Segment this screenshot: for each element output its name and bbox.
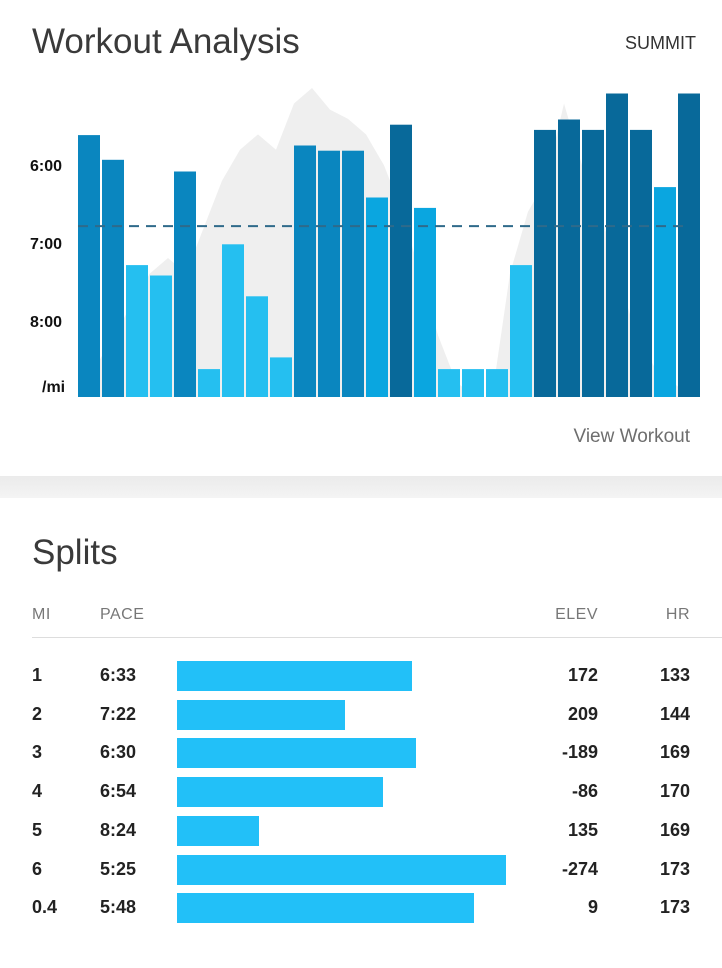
split-pace: 7:22 — [100, 703, 137, 724]
split-hr: 173 — [659, 897, 690, 918]
split-elev: 135 — [567, 819, 598, 840]
split-mile: 1 — [32, 665, 43, 685]
y-tick-label: 6:00 — [30, 158, 62, 175]
split-mile: 4 — [32, 781, 43, 802]
split-pace-bar — [177, 699, 345, 730]
split-row[interactable]: 5 8:24 135 169 — [0, 812, 722, 850]
pace-bar[interactable] — [366, 197, 388, 398]
split-hr: 133 — [659, 665, 690, 685]
summit-button[interactable]: SUMMIT — [625, 33, 696, 53]
split-row[interactable]: 3 6:30 -189 169 — [0, 734, 722, 772]
split-pace: 5:48 — [100, 897, 137, 918]
split-row[interactable]: 1 6:33 172 133 — [0, 657, 722, 695]
pace-bar[interactable] — [558, 119, 580, 398]
split-pace: 6:54 — [100, 781, 137, 802]
split-hr: 169 — [659, 819, 690, 840]
split-hr: 173 — [659, 858, 690, 879]
split-row[interactable]: 6 5:25 -274 173 — [0, 851, 722, 889]
pace-bar[interactable] — [342, 150, 364, 397]
pace-bar[interactable] — [486, 369, 508, 397]
split-elev: -274 — [561, 858, 598, 879]
split-row[interactable]: 4 6:54 -86 170 — [0, 773, 722, 811]
section-divider — [0, 476, 722, 498]
split-pace-bar — [177, 661, 413, 691]
split-elev: -189 — [561, 742, 598, 763]
split-hr: 169 — [659, 742, 690, 763]
split-mile: 5 — [32, 819, 43, 840]
pace-chart: 6:00 7:00 8:00/mi — [30, 88, 700, 398]
pace-bar[interactable] — [606, 93, 628, 398]
split-row[interactable]: 2 7:22 209 144 — [0, 696, 722, 734]
split-elev: 9 — [587, 897, 598, 918]
pace-bar[interactable] — [270, 357, 292, 397]
pace-bar[interactable] — [294, 145, 316, 398]
split-pace-bar — [177, 854, 507, 885]
split-pace: 8:24 — [100, 819, 137, 840]
split-row[interactable]: 0.4 5:48 9 173 — [0, 889, 722, 927]
split-pace: 6:30 — [100, 742, 137, 763]
split-mile: 2 — [32, 703, 43, 724]
split-elev: 172 — [567, 665, 598, 685]
split-elev: -86 — [571, 781, 598, 802]
header-divider — [32, 637, 722, 638]
split-hr: 144 — [659, 703, 690, 724]
split-pace: 6:33 — [100, 665, 137, 685]
split-mile: 6 — [32, 858, 43, 879]
split-pace: 5:25 — [100, 858, 137, 879]
split-hr: 170 — [659, 781, 690, 802]
pace-bar[interactable] — [630, 129, 652, 397]
col-pace: PACE — [100, 606, 145, 623]
pace-bar[interactable] — [438, 369, 460, 397]
pace-bar[interactable] — [678, 93, 700, 398]
pace-bar[interactable] — [654, 187, 676, 397]
pace-bar[interactable] — [390, 124, 412, 397]
pace-bar[interactable] — [78, 135, 100, 397]
pace-bar[interactable] — [318, 150, 340, 397]
y-unit-label: /mi — [42, 379, 65, 396]
view-workout-link[interactable]: View Workout — [573, 426, 690, 447]
pace-bar[interactable] — [102, 159, 124, 397]
pace-bar[interactable] — [582, 129, 604, 397]
split-pace-bar — [177, 815, 259, 846]
pace-bar[interactable] — [414, 207, 436, 397]
split-elev: 209 — [567, 703, 598, 724]
split-mile: 0.4 — [32, 897, 58, 918]
pace-bar[interactable] — [510, 265, 532, 397]
pace-bar[interactable] — [222, 244, 244, 397]
pace-bar[interactable] — [126, 265, 148, 397]
pace-bar[interactable] — [150, 275, 172, 398]
split-pace-bar — [177, 777, 384, 808]
pace-bar[interactable] — [462, 369, 484, 397]
pace-bar[interactable] — [246, 296, 268, 397]
split-pace-bar — [177, 738, 417, 769]
pace-bar[interactable] — [534, 129, 556, 397]
split-pace-bar — [177, 893, 475, 924]
page-title: Workout Analysis — [32, 22, 300, 61]
split-mile: 3 — [32, 742, 43, 763]
pace-bar[interactable] — [174, 171, 196, 398]
col-mi: MI — [32, 606, 51, 623]
y-tick-label: 8:00 — [30, 314, 62, 331]
splits-title: Splits — [32, 533, 118, 572]
col-elev: ELEV — [555, 606, 598, 623]
col-hr: HR — [665, 606, 690, 623]
y-tick-label: 7:00 — [30, 236, 62, 253]
pace-bar[interactable] — [198, 369, 220, 397]
